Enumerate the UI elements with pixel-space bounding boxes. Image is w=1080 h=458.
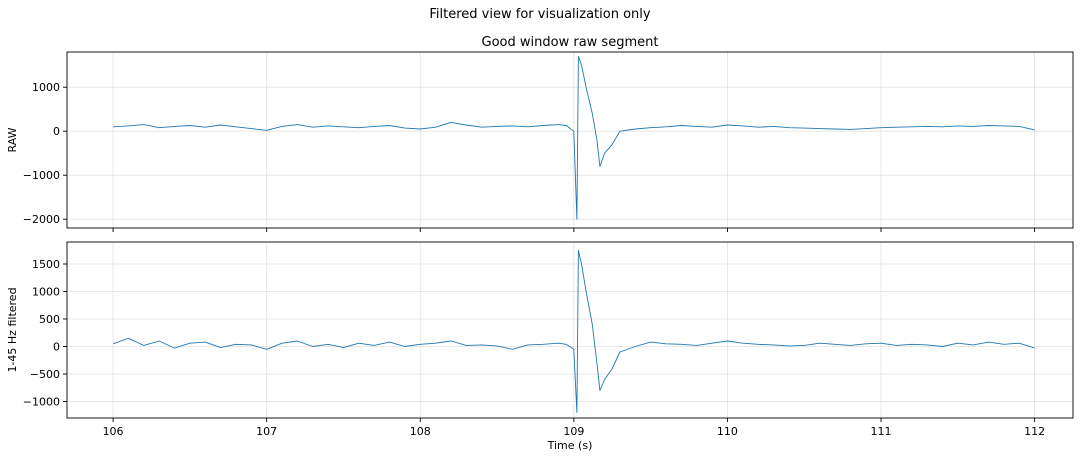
chart-1-ytick-label-1: −500 [30,368,60,381]
chart-0-title: Good window raw segment [482,35,659,50]
chart-0-series-line-0 [113,55,1035,220]
chart-1-ytick-label-3: 500 [39,313,60,326]
chart-1-ytick-label-2: 0 [53,341,60,354]
chart-1-xtick-label-4: 110 [717,425,738,438]
chart-0-ylabel: RAW [6,127,19,152]
chart-1-ytick-label-0: −1000 [23,396,60,409]
chart-1-xtick-label-1: 107 [256,425,277,438]
raw-axes: −2000 −1000 0 1000 Good window raw segment RA… [6,35,1074,232]
filtered-axes: 106 107 108 109 110 111 112 −1000 −500 0 500 1000 15… [6,241,1074,452]
chart-0-ytick-label-2: 0 [53,125,60,138]
chart-0-frame [66,51,1074,229]
chart-0-grid [67,52,1073,228]
chart-1-ytick-label-5: 1500 [32,258,60,271]
chart-1-frame [66,241,1074,419]
chart-1-grid [67,242,1073,418]
chart-1-ylabel: 1-45 Hz filtered [6,287,19,372]
chart-1-series-line-0 [112,249,1035,413]
chart-1-xtick-label-3: 109 [563,425,584,438]
chart-1-ytick-label-4: 1000 [32,286,60,299]
chart-0-ytick-label-1: −1000 [23,169,60,182]
chart-1-xtick-label-2: 108 [410,425,431,438]
figure-suptitle: Filtered view for visualization only [429,7,651,22]
chart-0-ytick-label-0: −2000 [23,213,60,226]
chart-1-xtick-label-6: 112 [1024,425,1045,438]
chart-1-xlabel: Time (s) [547,439,593,452]
chart-0-ytick-label-3: 1000 [32,81,60,94]
chart-1-xtick-label-5: 111 [871,425,892,438]
chart-1-xtick-label-0: 106 [103,425,124,438]
